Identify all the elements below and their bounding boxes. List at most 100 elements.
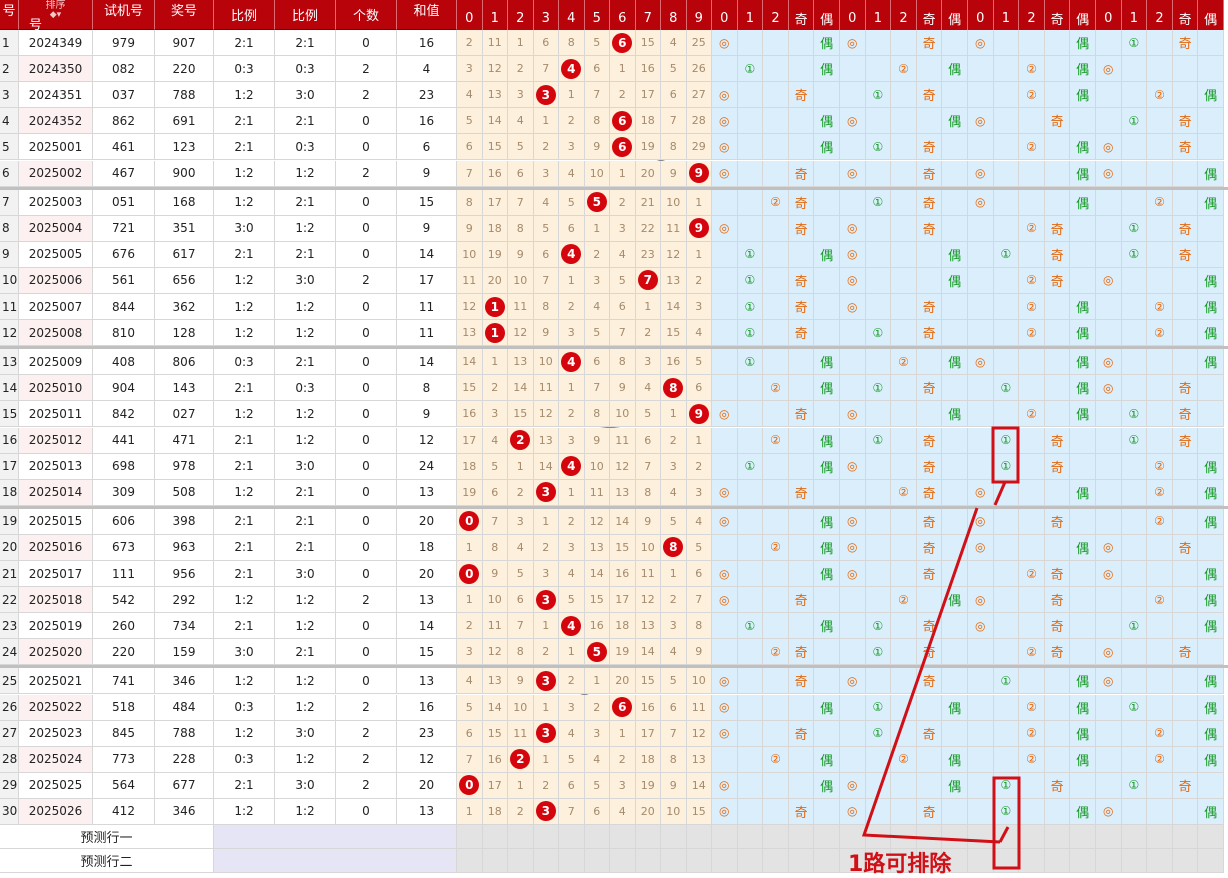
cell-sum: 13 [397,798,457,825]
miss-value: 14 [640,645,655,659]
predict-digit-cell[interactable] [508,849,534,873]
predict-group-cell[interactable] [968,825,994,849]
miss-value: 10 [513,273,528,287]
predict-group-cell[interactable] [1096,825,1122,849]
group-cell-4-4 [1198,639,1224,666]
predict-group-cell[interactable] [942,849,968,873]
miss-cell-2: 8 [508,215,534,242]
group-cell-4-3: 奇 [1172,30,1199,57]
predict-group-cell[interactable] [1044,849,1071,873]
predict-group-cell[interactable] [891,849,917,873]
cell-r1: 1:2 [214,479,275,506]
predict-digit-cell[interactable] [661,825,687,849]
group-cell-4-1 [1121,534,1148,561]
predict-group-cell[interactable] [737,825,764,849]
group-cell-3-2: ② [1019,746,1045,773]
header-group-4-0: 0 [1096,6,1122,30]
predict-digit-cell[interactable] [610,849,636,873]
group-cell-1-3 [788,613,815,640]
miss-value: 7 [465,752,473,766]
predict-group-cell[interactable] [1044,825,1071,849]
group-cell-3-3 [1044,189,1071,216]
predict-group-cell[interactable] [1147,849,1173,873]
header-period[interactable]: 排序 ◆▾ 号 [19,0,93,32]
miss-value: 6 [542,36,550,50]
predict-digit-cell[interactable] [482,825,508,849]
predict-digit-cell[interactable] [533,849,559,873]
predict-group-cell[interactable] [712,825,738,849]
predict-group-cell[interactable] [814,849,840,873]
miss-cell-5: 5 [584,772,610,799]
predict-group-cell[interactable] [712,849,738,873]
miss-cell-5: 8 [584,401,610,428]
miss-cell-8: 3 [661,613,687,640]
predict-digit-cell[interactable] [635,825,661,849]
predict-group-cell[interactable] [1070,849,1096,873]
predict-group-cell[interactable] [916,849,943,873]
group-cell-3-2 [1019,668,1045,695]
miss-cell-0: 17 [457,427,483,454]
predict-group-cell[interactable] [1172,849,1199,873]
header-ratio-1: 比例 [214,0,275,30]
predict-group-cell[interactable] [1096,849,1122,873]
predict-group-cell[interactable] [1147,825,1173,849]
predict-group-cell[interactable] [1070,825,1096,849]
predict-group-cell[interactable] [1019,849,1045,873]
predict-group-cell[interactable] [968,849,994,873]
predict-digit-cell[interactable] [661,849,687,873]
group-cell-2-1: ① [865,134,892,161]
predict-digit-cell[interactable] [686,849,712,873]
cell-test: 309 [93,479,155,506]
group-cell-2-2 [891,639,917,666]
predict-group-cell[interactable] [1121,849,1148,873]
predict-digit-cell[interactable] [533,825,559,849]
predict-group-cell[interactable] [763,825,789,849]
predict-group-cell[interactable] [993,849,1020,873]
predict-row-label[interactable]: 预测行一 [0,825,214,849]
predict-group-cell[interactable] [737,849,764,873]
predict-group-cell[interactable] [1019,825,1045,849]
predict-digit-cell[interactable] [686,825,712,849]
predict-input-area[interactable] [214,849,457,873]
predict-digit-cell[interactable] [559,849,585,873]
predict-group-cell[interactable] [788,849,815,873]
cell-r1: 0:3 [214,746,275,773]
miss-value: 2 [567,300,575,314]
group-cell-3-3 [1044,720,1071,747]
predict-group-cell[interactable] [763,849,789,873]
predict-row-label[interactable]: 预测行二 [0,849,214,873]
predict-digit-cell[interactable] [559,825,585,849]
predict-digit-cell[interactable] [457,825,483,849]
miss-value: 2 [567,514,575,528]
miss-cell-5: 5 [584,30,610,57]
sort-label[interactable]: 排序 [45,0,66,11]
predict-group-cell[interactable] [814,825,840,849]
predict-group-cell[interactable] [993,825,1020,849]
miss-cell-0: 2 [457,30,483,57]
miss-value: 19 [462,485,477,499]
predict-input-area[interactable] [214,825,457,849]
group-cell-2-1 [865,668,892,695]
predict-group-cell[interactable] [1198,849,1224,873]
predict-digit-cell[interactable] [610,825,636,849]
predict-group-cell[interactable] [840,849,866,873]
predict-digit-cell[interactable] [635,849,661,873]
predict-group-cell[interactable] [788,825,815,849]
predict-digit-cell[interactable] [508,825,534,849]
cell-period: 2025021 [19,668,93,695]
cell-sum: 16 [397,108,457,135]
group-cell-2-1: ① [865,82,892,109]
cell-sum: 14 [397,613,457,640]
group-cell-2-4 [942,375,968,402]
predict-digit-cell[interactable] [584,825,610,849]
sort-arrows-icon[interactable]: ◆▾ [49,10,62,20]
group-cell-4-0 [1096,82,1122,109]
predict-digit-cell[interactable] [584,849,610,873]
predict-digit-cell[interactable] [482,849,508,873]
predict-group-cell[interactable] [1172,825,1199,849]
predict-group-cell[interactable] [1121,825,1148,849]
predict-digit-cell[interactable] [457,849,483,873]
predict-group-cell[interactable] [1198,825,1224,849]
header-digit-bar [457,0,483,6]
predict-group-cell[interactable] [865,849,892,873]
